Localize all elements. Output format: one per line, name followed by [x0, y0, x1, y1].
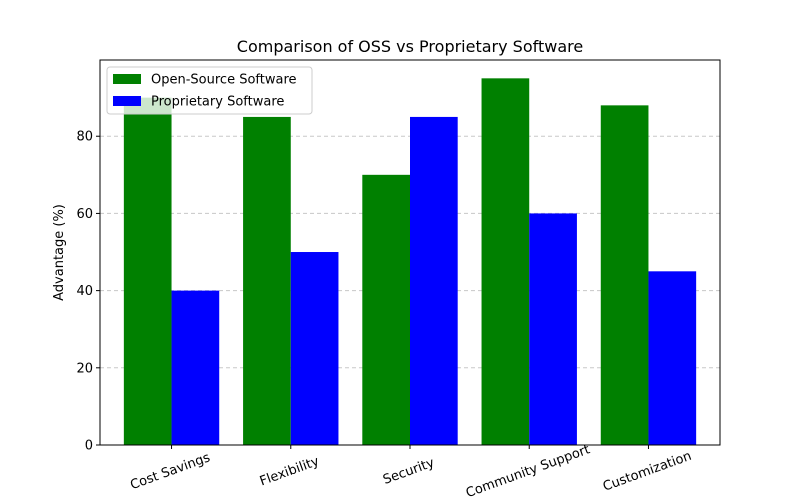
- bar-proprietary-2: [410, 116, 458, 446]
- x-tick-label: Cost Savings: [128, 450, 212, 493]
- legend-swatch: [113, 74, 141, 84]
- bar-open-source-0: [123, 97, 172, 445]
- bar-proprietary-1: [290, 252, 339, 445]
- bar-proprietary-4: [648, 271, 697, 445]
- x-tick-label: Flexibility: [258, 454, 322, 489]
- legend: Open-Source Software Proprietary Software: [106, 66, 313, 115]
- legend-box: [106, 66, 313, 115]
- bars: [123, 78, 697, 446]
- bar-open-source-1: [243, 116, 291, 446]
- bar-open-source-2: [362, 174, 410, 445]
- chart-title: Comparison of OSS vs Proprietary Softwar…: [237, 37, 583, 56]
- y-axis-ticks: 0 20 40 60 80: [76, 130, 100, 454]
- y-tick-label: 40: [76, 284, 93, 299]
- bar-proprietary-0: [171, 290, 220, 445]
- legend-label: Proprietary Software: [151, 95, 284, 110]
- legend-label: Open-Source Software: [151, 73, 297, 88]
- y-tick-label: 80: [76, 130, 93, 145]
- legend-swatch: [113, 96, 141, 106]
- y-axis-label: Advantage (%): [52, 204, 67, 301]
- x-tick-label: Security: [381, 455, 437, 487]
- bar-open-source-3: [481, 78, 530, 445]
- y-tick-label: 60: [76, 207, 93, 222]
- x-tick-label: Community Support: [464, 442, 592, 500]
- y-tick-label: 20: [76, 361, 93, 376]
- y-tick-label: 0: [85, 439, 93, 454]
- x-axis-ticks: Cost Savings Flexibility Security Community…: [128, 442, 693, 500]
- bar-open-source-4: [600, 105, 649, 445]
- x-tick-label: Customization: [601, 449, 694, 495]
- bar-proprietary-3: [529, 213, 577, 445]
